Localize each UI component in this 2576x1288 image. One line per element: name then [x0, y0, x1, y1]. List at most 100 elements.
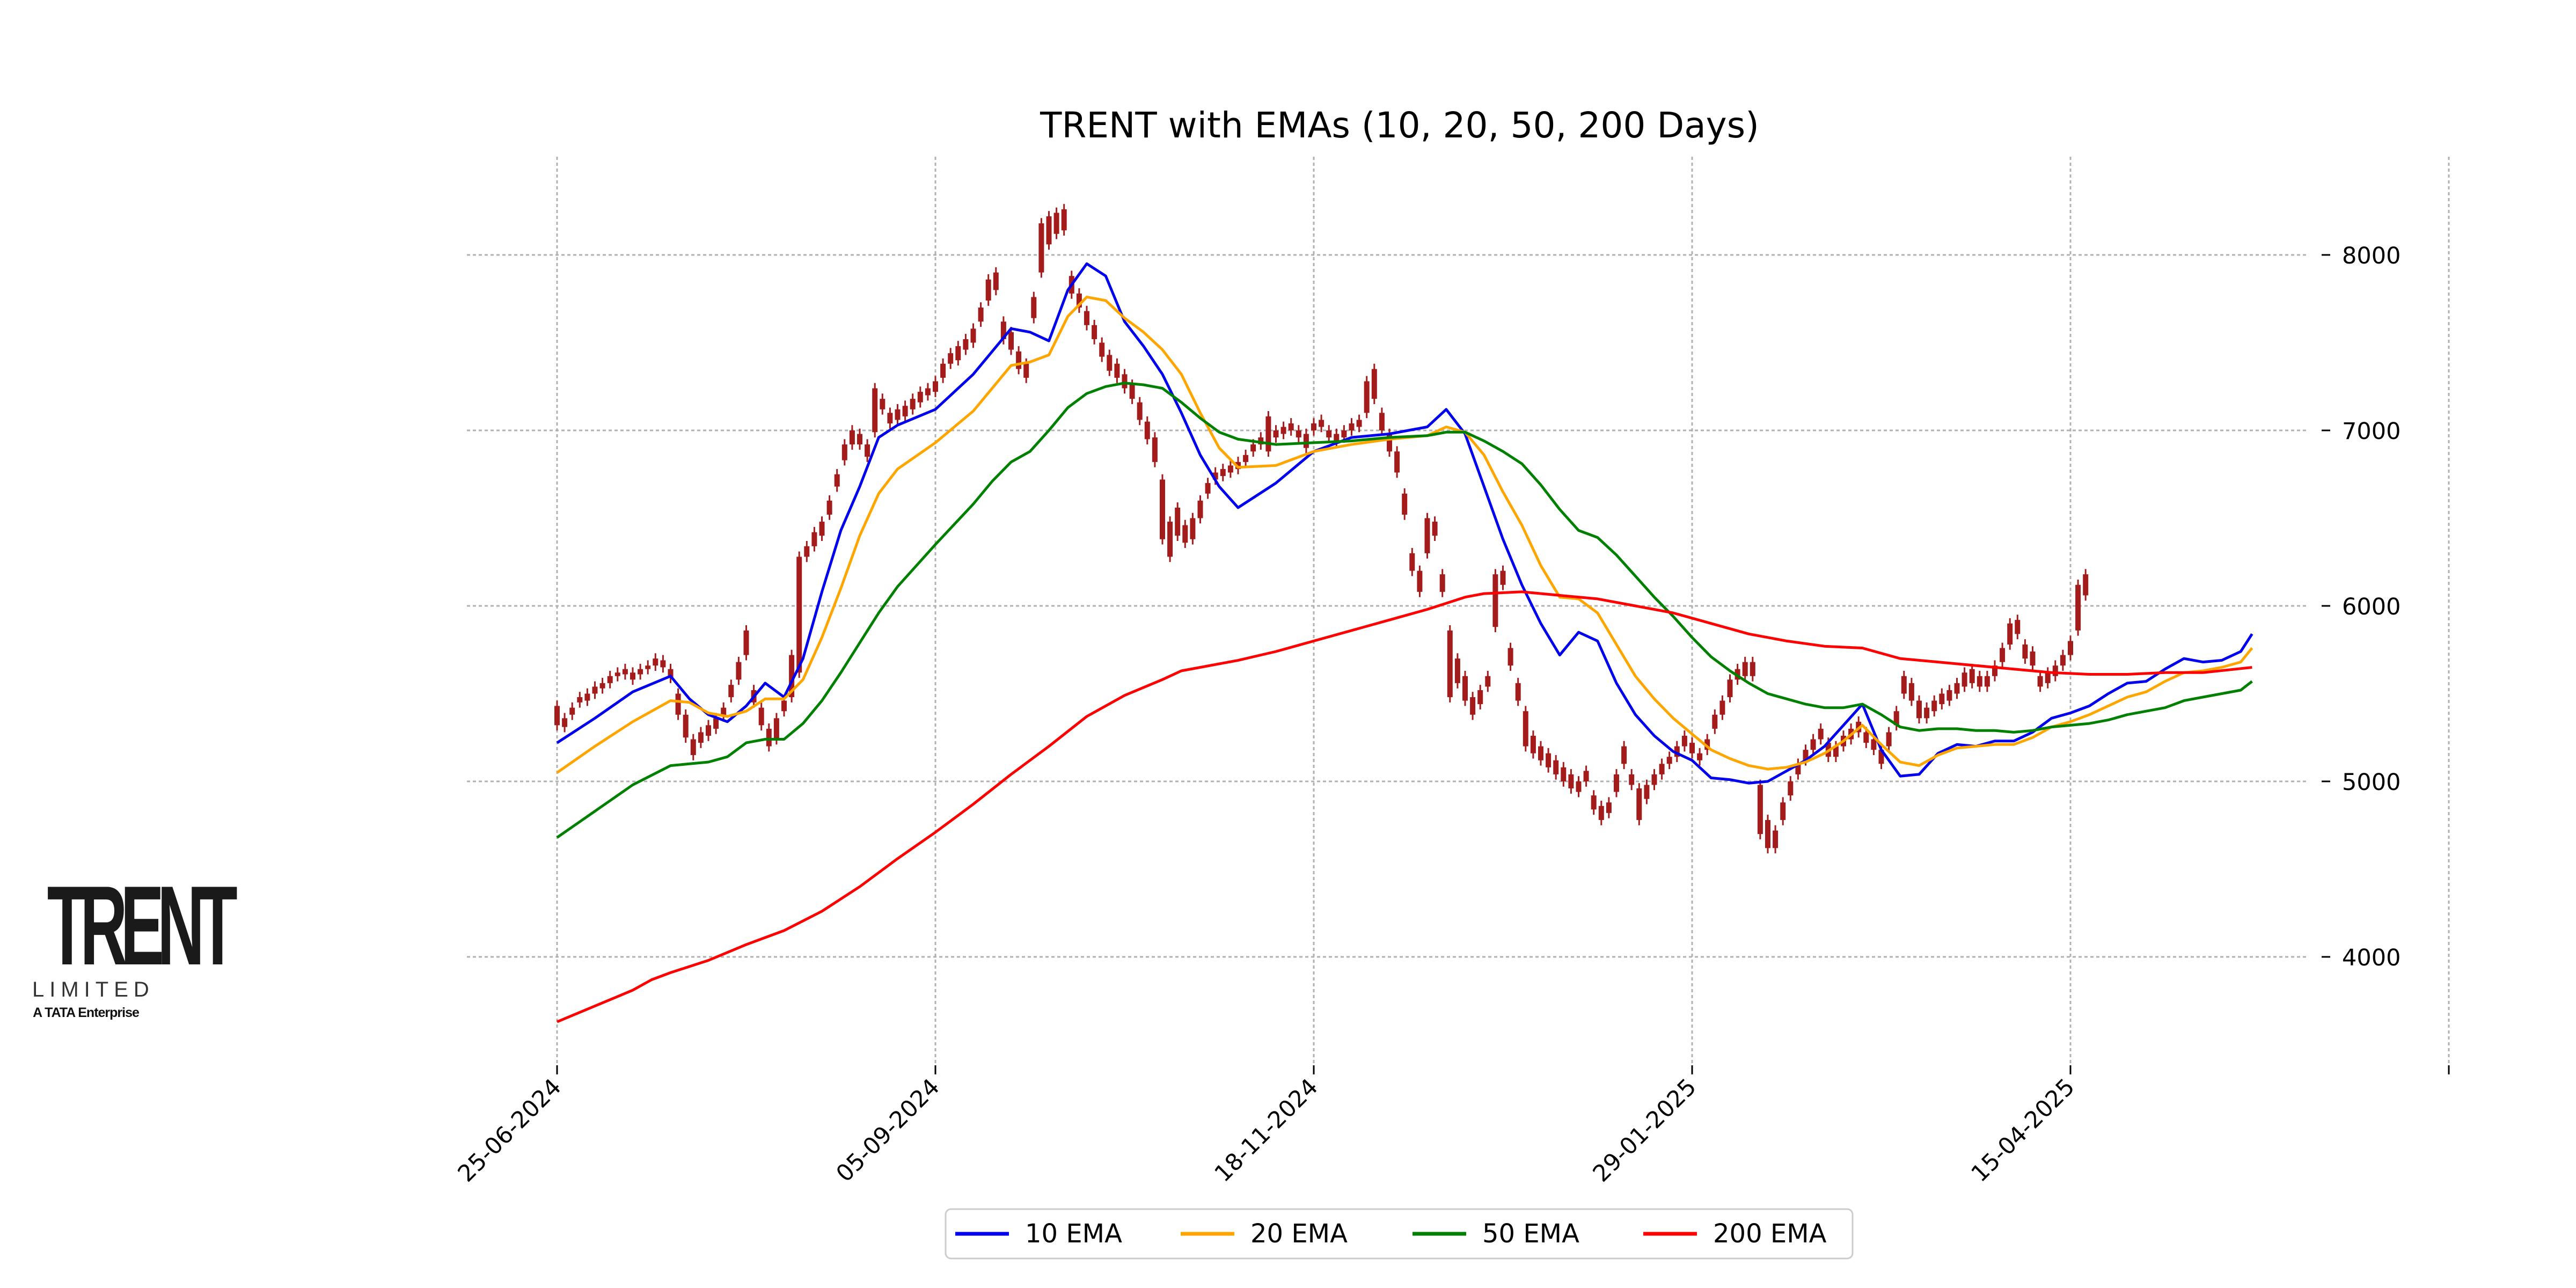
ema-line-10	[556, 262, 2253, 785]
candle-body	[1780, 802, 1786, 820]
candle-body	[1296, 430, 1301, 438]
candle-body	[1629, 774, 1635, 785]
candle-body	[895, 409, 901, 420]
candle-body	[1417, 570, 1423, 592]
candle-body	[993, 272, 999, 290]
candle-body	[1530, 735, 1536, 753]
candle-body	[1038, 223, 1044, 273]
candle-body	[985, 279, 991, 301]
candle-body	[1507, 648, 1513, 666]
x-axis: 25-06-2024 05-09-2024 18-11-2024 29-01-2025…	[453, 1065, 2450, 1187]
candle-body	[592, 686, 598, 694]
candle-body	[1553, 760, 1559, 774]
candle-body	[955, 346, 961, 361]
candle-body	[1954, 683, 1960, 694]
candle-body	[1773, 830, 1779, 848]
candle-body	[1220, 469, 1226, 477]
grid-lines	[467, 157, 2450, 1065]
candle-body	[1402, 493, 1408, 515]
candle-body	[902, 406, 908, 416]
candle-body	[2068, 641, 2073, 655]
candle-body	[736, 662, 742, 680]
candle-body	[1712, 714, 1718, 729]
candle-body	[1833, 746, 1839, 757]
candle-body	[1311, 423, 1316, 430]
candle-body	[562, 718, 568, 727]
candle-body	[1666, 757, 1672, 764]
candle-body	[1084, 311, 1089, 325]
candle-body	[773, 718, 779, 740]
candle-body	[1160, 479, 1165, 539]
candle-body	[1273, 430, 1279, 438]
legend-label: 10 EMA	[1025, 1219, 1122, 1249]
chart-title: TRENT with EMAs (10, 20, 50, 200 Days)	[1040, 105, 1759, 146]
candle-body	[1371, 369, 1377, 399]
candle-body	[1500, 570, 1506, 585]
candle-body	[1129, 384, 1135, 399]
candle-body	[781, 700, 787, 712]
legend-label: 50 EMA	[1482, 1219, 1579, 1249]
candle-body	[2045, 672, 2051, 683]
candle-body	[675, 693, 681, 715]
candle-body	[1606, 802, 1612, 813]
candle-body	[1939, 693, 1945, 705]
logo-wordmark: TRENT	[47, 862, 238, 989]
candle-body	[1462, 676, 1468, 701]
candlesticks	[554, 204, 2089, 854]
candle-body	[645, 665, 651, 669]
candle-body	[1757, 785, 1763, 835]
candle-body	[1871, 739, 1877, 750]
candle-body	[1122, 374, 1128, 389]
candle-body	[1644, 785, 1650, 799]
candle-body	[743, 630, 749, 655]
candle-body	[1454, 658, 1460, 683]
candle-body	[1092, 325, 1097, 339]
candle-body	[1795, 764, 1801, 774]
candle-body	[1144, 421, 1150, 440]
candle-body	[660, 660, 666, 668]
candle-body	[1016, 351, 1022, 369]
candle-body	[887, 413, 893, 423]
candle-body	[1750, 662, 1755, 676]
candle-body	[2075, 584, 2081, 631]
candle-body	[1379, 413, 1385, 430]
candle-body	[728, 685, 734, 698]
candle-body	[577, 697, 583, 702]
candle-body	[2052, 665, 2058, 676]
candle-body	[599, 683, 605, 689]
x-tick-label: 25-06-2024	[453, 1073, 567, 1187]
candle-body	[1916, 700, 1922, 719]
candle-body	[796, 557, 802, 673]
candle-body	[963, 339, 969, 350]
candle-body	[1614, 774, 1619, 792]
candle-body	[1031, 297, 1037, 318]
candle-body	[789, 655, 795, 698]
ema-lines	[556, 262, 2253, 1023]
candle-body	[1969, 669, 1975, 683]
candle-body	[1727, 679, 1733, 698]
candle-body	[1023, 363, 1029, 378]
candle-body	[1674, 746, 1680, 757]
candle-body	[2007, 623, 2013, 645]
candle-body	[2015, 620, 2021, 634]
candle-body	[690, 739, 696, 755]
candle-body	[1946, 690, 1952, 701]
candle-body	[766, 728, 772, 747]
candle-body	[1659, 764, 1665, 774]
candle-body	[607, 676, 613, 683]
candle-body	[1175, 507, 1181, 536]
logo-tagline: A TATA Enterprise	[33, 1005, 140, 1020]
candle-body	[1931, 700, 1937, 712]
candle-body	[1288, 423, 1294, 430]
legend-label: 200 EMA	[1713, 1219, 1827, 1249]
candle-body	[857, 434, 862, 445]
candle-body	[1765, 819, 1770, 848]
candle-body	[970, 328, 976, 343]
candle-body	[1561, 767, 1567, 781]
candle-body	[1984, 676, 1990, 687]
candle-body	[1250, 444, 1256, 452]
logo-subtitle: LIMITED	[32, 978, 155, 1001]
candle-body	[1485, 676, 1491, 687]
candle-body	[940, 363, 946, 378]
candle-body	[1356, 420, 1362, 427]
